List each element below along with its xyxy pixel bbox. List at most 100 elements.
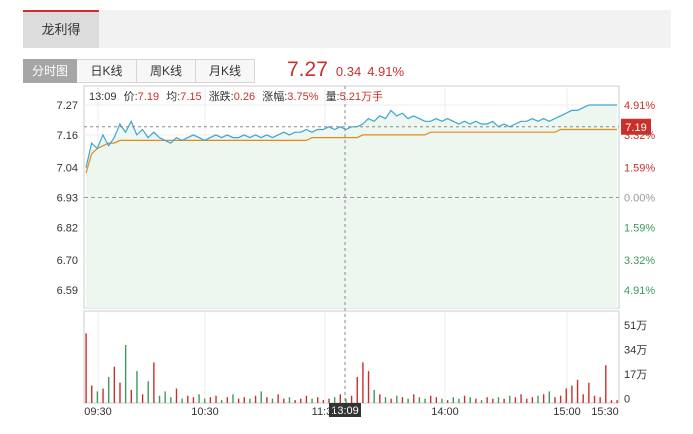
info-pct: 3.75% [287,91,318,103]
volume-bar [413,394,415,403]
svg-text:13:09 价:7.19 均:7.15: 13:09 价:7.19 均:7.15 涨跌:0.26 涨幅:3.75% 量:5… [89,89,383,103]
volume-bar [209,397,212,403]
volume-bar [345,398,347,403]
info-avg: 7.15 [180,91,201,103]
volume-bar [401,397,404,403]
x-tick-label: 10:30 [191,406,219,418]
info-avg-label: 均: [166,90,180,103]
pct-tick-label: 1.59% [624,163,655,175]
volume-bar [243,397,245,403]
volume-bar [384,397,387,403]
volume-bar [475,398,477,403]
volume-bar [249,398,251,403]
cursor-time-tag: 13:09 [331,405,359,417]
pct-tick-label: 3.32% [624,255,655,267]
volume-bar [158,395,161,403]
info-time: 13:09 [89,91,117,103]
volume-bar [220,400,223,403]
tab-weekly-k[interactable]: 周K线 [137,59,196,83]
volume-bar [582,394,584,403]
price-line [85,104,617,168]
volume-bar [605,365,607,403]
volume-bar [542,394,545,403]
volume-bar [424,398,426,403]
volume-bar [91,385,93,403]
volume-bar [294,400,296,403]
volume-bar [136,371,138,403]
volume-bar [237,398,240,403]
volume-bar [130,389,132,403]
volume-bar [452,397,454,403]
volume-bar [113,366,116,403]
quote: 7.27 0.34 4.91% [287,58,404,84]
volume-bar [266,397,268,403]
volume-panel [83,310,620,404]
y-tick-label: 6.70 [57,255,78,267]
quote-price: 7.27 [287,58,328,81]
tab-daily-k[interactable]: 日K线 [77,59,137,83]
volume-bar [119,382,121,403]
info-vol: 5.21万手 [340,89,383,103]
quote-change-pct: 4.91% [367,64,405,79]
info-price: 7.19 [138,91,159,103]
volume-tick-label: 17万 [624,369,647,381]
volume-bar [164,391,166,403]
y-tick-label: 6.82 [57,222,78,234]
pct-tick-label: 4.91% [624,285,655,297]
volume-bar [85,333,87,403]
volume-bar [554,397,556,403]
tab-intraday[interactable]: 分时图 [23,59,77,83]
volume-bar [588,382,590,403]
volume-bar [514,397,517,403]
tab-monthly-k[interactable]: 月K线 [196,59,255,83]
volume-bar [102,388,104,403]
volume-bar [170,397,172,403]
volume-bar [107,376,110,403]
volume-bar [124,344,127,403]
volume-bar [486,397,488,403]
stock-tab[interactable]: 龙利得 [23,10,99,48]
volume-bar [576,379,579,403]
volume-bar [463,395,466,403]
volume-bar [254,395,257,403]
volume-bar [141,394,144,403]
volume-bar [458,398,460,403]
volume-bar [333,397,336,403]
volume-bar [571,385,573,403]
y-tick-label: 7.04 [57,163,78,175]
volume-bar [175,388,178,403]
info-pct-label: 涨幅: [262,90,287,103]
y-tick-label: 6.93 [57,193,78,205]
volume-bar [497,397,500,403]
x-tick-label: 09:30 [84,406,112,418]
volume-bar [480,400,483,403]
volume-bar [526,398,528,403]
volume-bar [446,400,449,403]
x-tick-label: 11:30 [312,406,339,418]
price-area-fill [86,105,617,308]
volume-bar [226,397,229,403]
volume-bar [181,398,183,403]
volume-bar [192,397,195,403]
volume-bar [548,391,551,403]
x-tick-label: 15:00 [553,406,581,418]
volume-bar [147,381,149,403]
volume-bar [367,371,370,403]
avg-price-line [85,128,617,174]
volume-bar [317,397,319,403]
volume-bar [305,395,308,403]
volume-bar [153,362,155,403]
quote-change: 0.34 [335,64,362,79]
volume-bar [610,400,613,403]
volume-bar [339,394,342,403]
volume-bar [215,395,217,403]
volume-bar [593,395,596,403]
volume-bar [599,397,601,403]
volume-bar [616,400,618,403]
info-price-label: 价: [124,90,138,103]
volume-bar [362,362,364,403]
cursor-price-tag-bg [621,118,651,135]
pct-tick-label: 1.59% [624,222,655,234]
volume-bar [469,397,471,403]
